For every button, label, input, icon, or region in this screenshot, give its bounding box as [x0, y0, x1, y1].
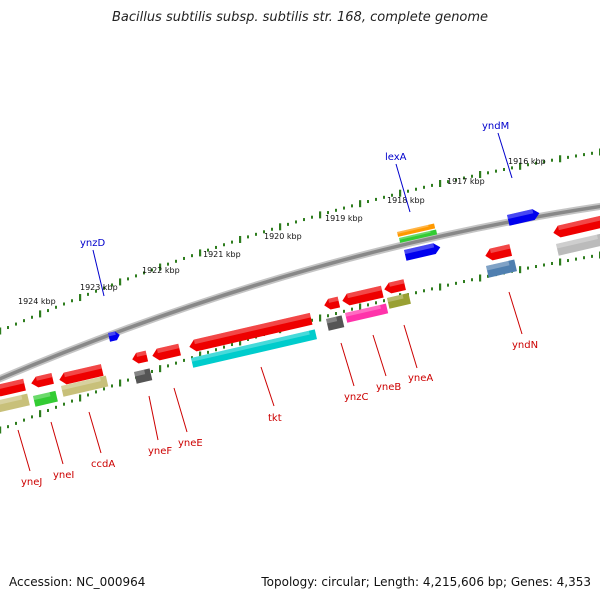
gene-leader-line [372, 334, 387, 377]
gene-yndN [485, 244, 513, 261]
gene-leader-line [395, 163, 411, 213]
feature-gray [326, 315, 345, 331]
gene-leader-line [88, 411, 102, 454]
feature-gray-2 [134, 368, 153, 384]
gene-leader-line [92, 249, 105, 297]
gene-leader-line [340, 342, 355, 387]
feature-green-2 [33, 390, 58, 407]
gene-label-ynzC: ynzC [344, 392, 369, 403]
gene-yneJ [0, 378, 26, 397]
feature-green [399, 229, 438, 243]
gene-lexA [404, 243, 441, 261]
gene-label-tkt: tkt [268, 413, 282, 424]
gene-leader-line [173, 387, 188, 433]
feature-khaki [61, 375, 109, 397]
gene-label-yndM: yndM [482, 121, 509, 132]
gene-leader-line [497, 132, 513, 179]
feature-steel [486, 259, 517, 278]
gene-leader-line [508, 291, 523, 335]
gene-yneE [152, 343, 181, 361]
map-title: Bacillus subtilis subsp. subtilis str. 1… [111, 10, 489, 25]
gene-label-yneI: yneI [53, 470, 74, 481]
gene-label-yneA: yneA [408, 373, 433, 384]
kbp-label: 1919 kbp [325, 214, 363, 223]
gene-leader-line [260, 366, 275, 407]
gene-label-ccdA: ccdA [91, 459, 115, 470]
gene-leader-line [403, 324, 418, 369]
gene-label-lexA: lexA [385, 152, 407, 163]
gene-leader-line [50, 421, 64, 465]
gene-yndM [507, 209, 540, 226]
gene-label-ynzD: ynzD [80, 238, 106, 249]
gene-label-yneF: yneF [148, 446, 172, 457]
kbp-label: 1921 kbp [203, 250, 241, 259]
feature-silver [556, 233, 600, 256]
gene-leader-line [17, 429, 31, 472]
feature-olive [387, 293, 411, 309]
feature-magenta [345, 303, 389, 323]
gene-leader-line [148, 395, 159, 441]
kbp-label: 1922 kbp [142, 266, 180, 275]
topology-text: Topology: circular; Length: 4,215,606 bp… [261, 575, 591, 589]
gene-tkt [189, 312, 313, 352]
kbp-label: 1918 kbp [387, 196, 425, 205]
feature-khaki-2 [0, 393, 30, 413]
gene-yneB [342, 285, 384, 306]
gene-label-yndN: yndN [512, 340, 538, 351]
kbp-label: 1916 kbp [508, 157, 546, 166]
upper-tick-track [0, 148, 600, 335]
kbp-label: 1924 kbp [18, 297, 56, 306]
feature-cyan [191, 329, 317, 368]
gene-ynzC [324, 296, 341, 310]
gene-ynzD [108, 331, 120, 342]
feature-orange [397, 223, 436, 237]
gene-ccdA [59, 364, 104, 385]
gene-edge [553, 215, 600, 238]
kbp-label: 1917 kbp [447, 177, 485, 186]
gene-label-yneJ: yneJ [21, 477, 42, 488]
gene-label-yneE: yneE [178, 438, 203, 449]
gene-yneA [384, 279, 406, 294]
accession-text: Accession: NC_000964 [9, 575, 146, 589]
kbp-label: 1920 kbp [264, 232, 302, 241]
gene-label-yneB: yneB [376, 382, 401, 393]
gene-yneF [132, 350, 149, 364]
gene-yneI [31, 373, 54, 388]
kbp-label: 1923 kbp [80, 283, 118, 292]
